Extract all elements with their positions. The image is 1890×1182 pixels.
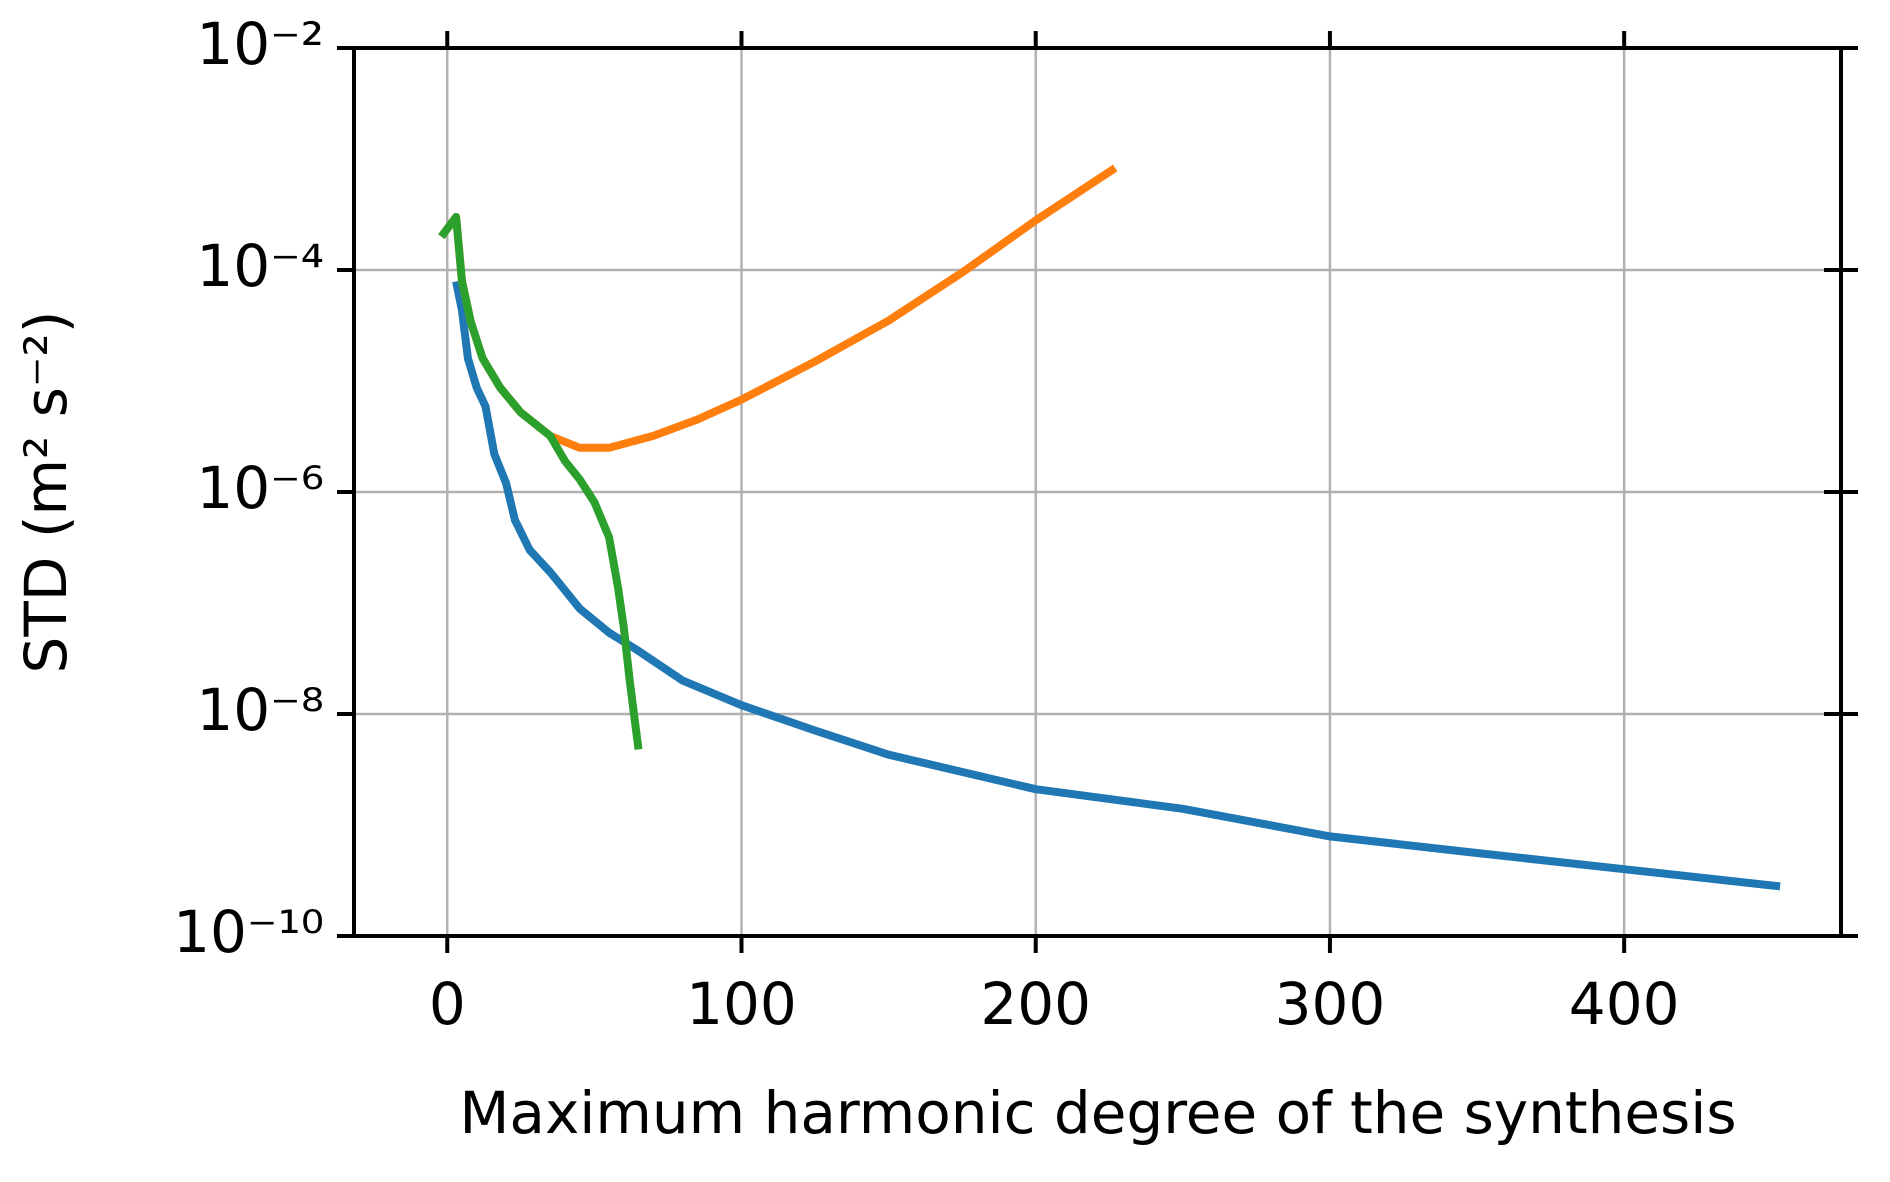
y-axis-label: STD (m² s⁻²) [12,311,80,674]
plot-frame [352,46,1843,938]
x-tick-label: 100 [686,970,797,1038]
series-line [438,213,643,750]
x-tick-label: 300 [1275,970,1386,1038]
x-tick-label: 0 [429,970,466,1038]
y-tick-label: 10⁻¹⁰ [173,898,324,966]
series-line [438,164,1118,452]
y-tick-label: 10⁻² [196,10,324,78]
x-tick-label: 400 [1569,970,1680,1038]
x-tick-label: 200 [980,970,1091,1038]
y-tick-label: 10⁻⁶ [196,454,324,522]
series-line [452,280,1781,891]
x-axis-label: Maximum harmonic degree of the synthesis [459,1079,1736,1147]
y-tick-label: 10⁻⁴ [196,232,324,300]
y-tick-label: 10⁻⁸ [196,676,324,744]
